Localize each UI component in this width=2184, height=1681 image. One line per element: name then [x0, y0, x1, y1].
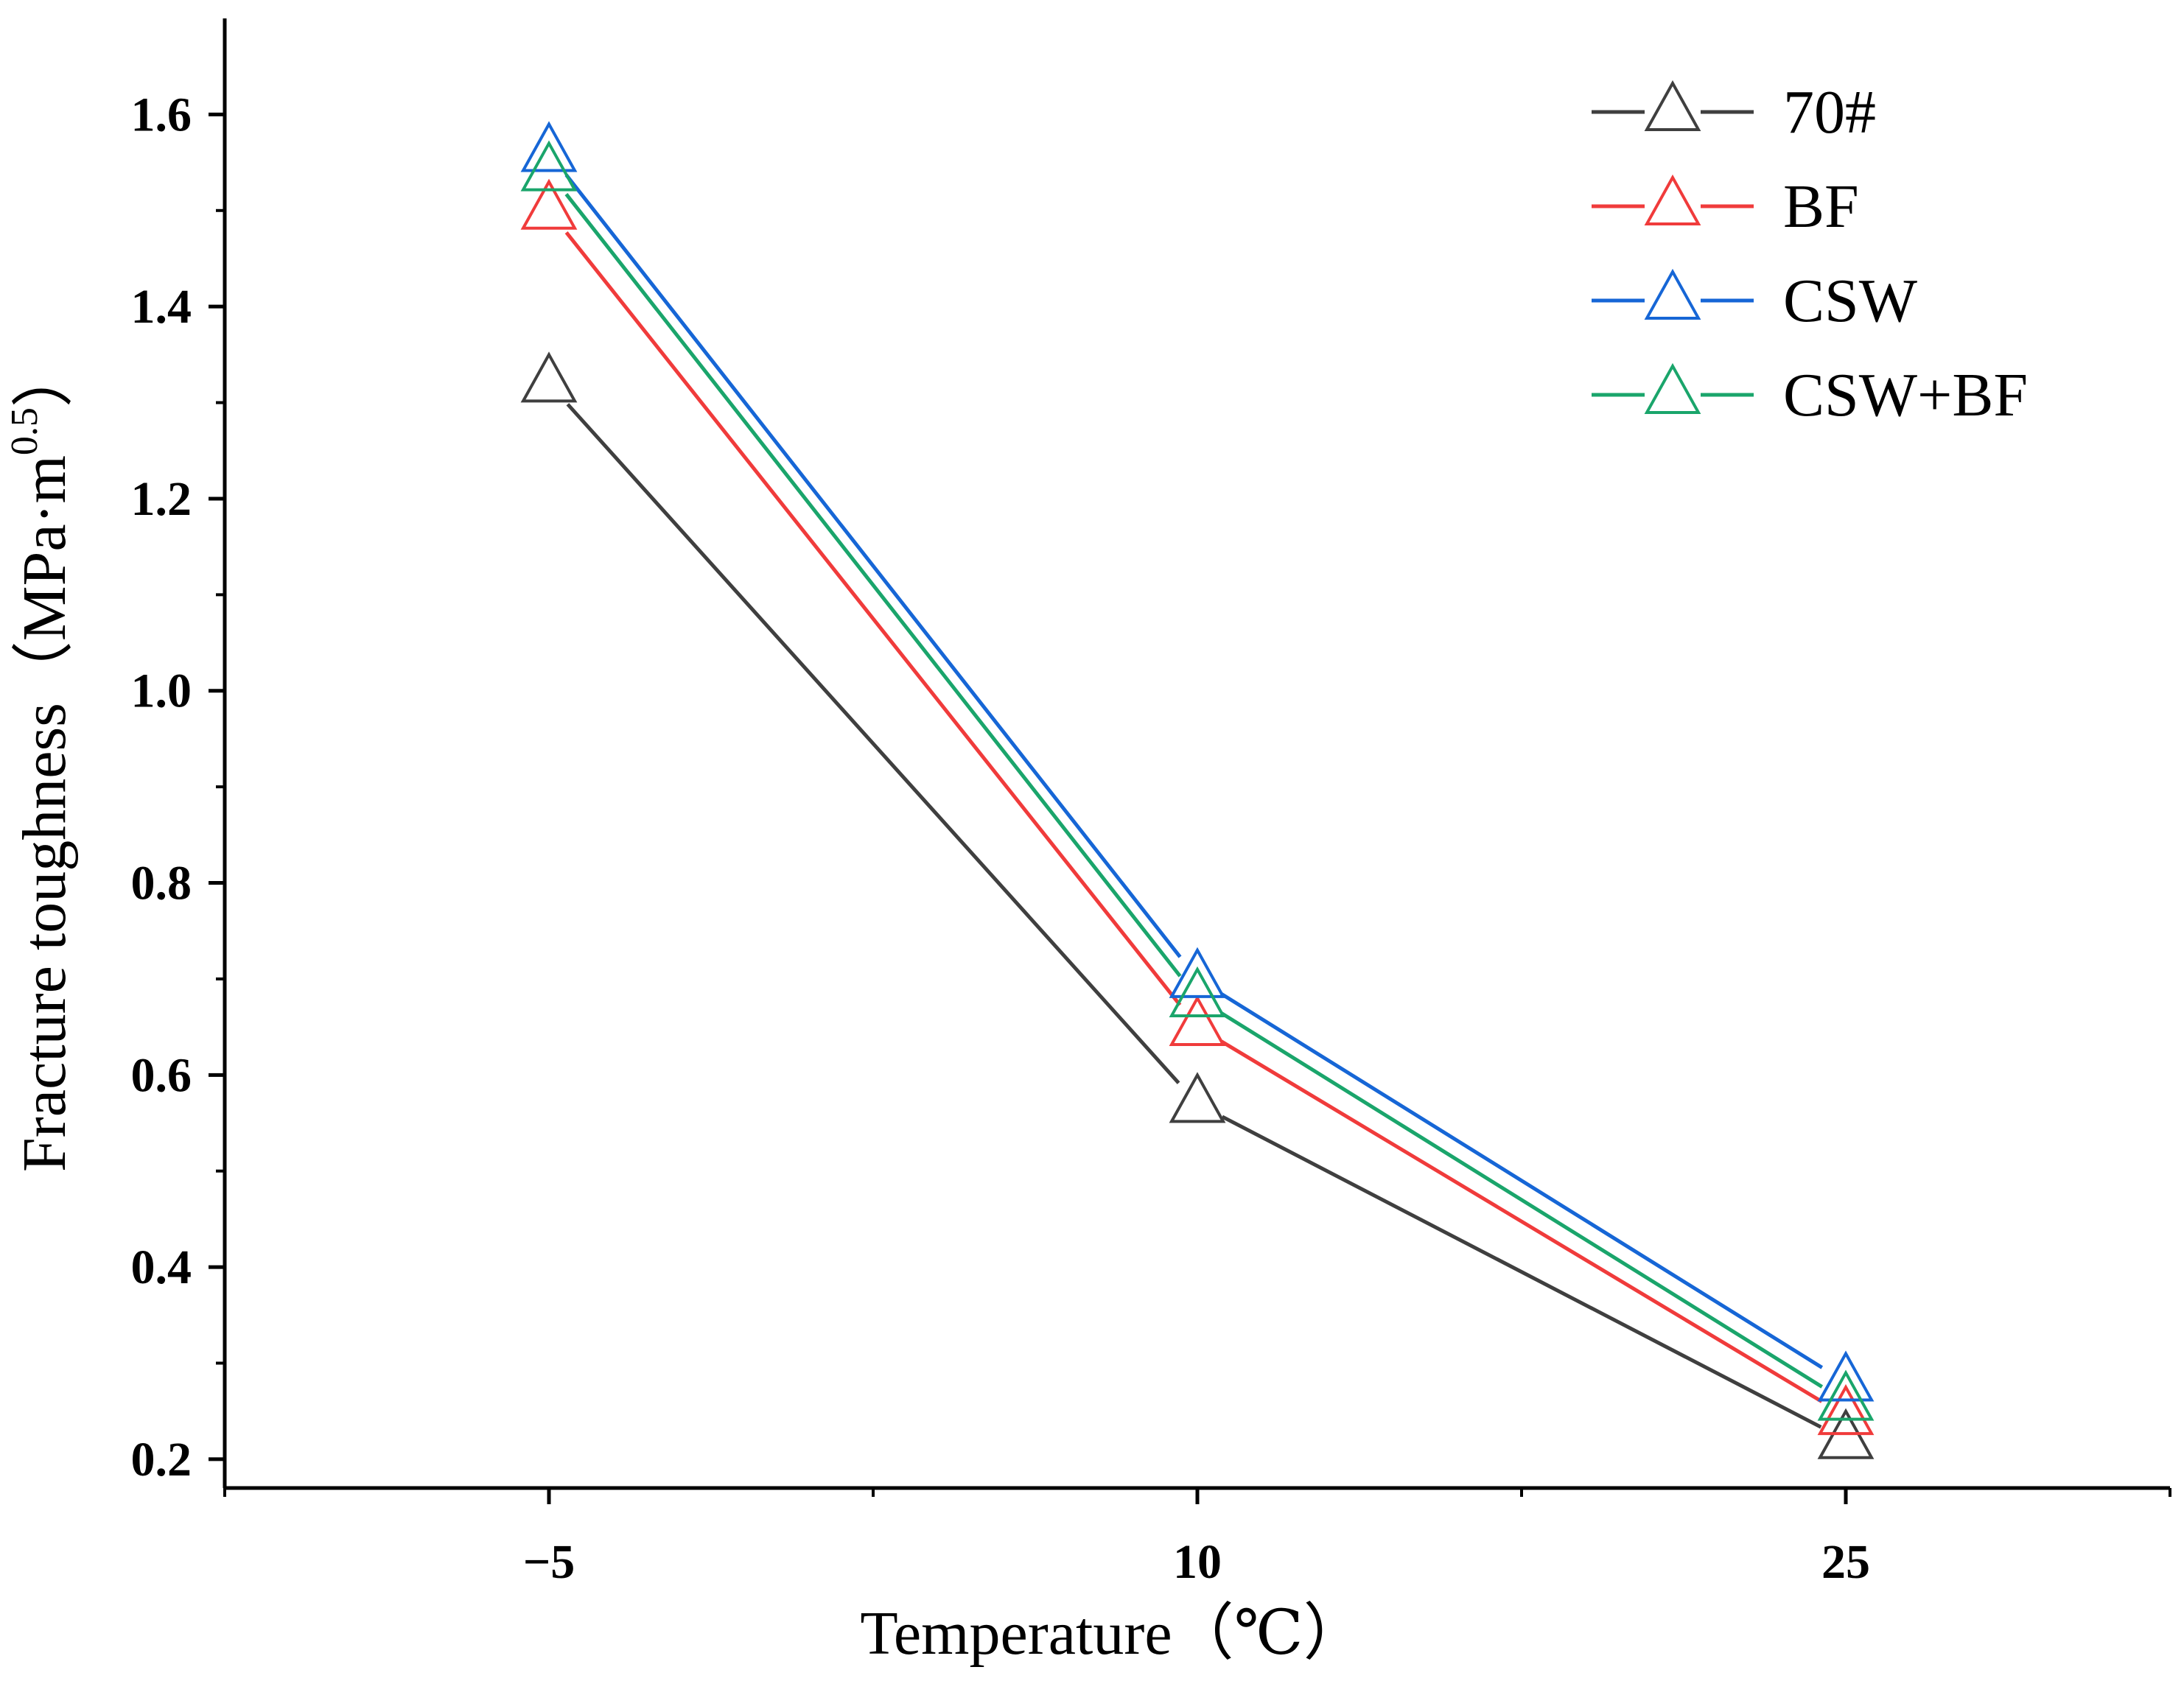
- y-axis-title-main: Fracture toughness（MPa·m: [10, 455, 79, 1172]
- x-axis-title: Temperature（℃）: [860, 1599, 1365, 1668]
- y-tick-label: 0.6: [131, 1048, 192, 1102]
- series-line-segment: [1220, 1039, 1823, 1403]
- legend-item: CSW+BF: [1592, 361, 2028, 429]
- x-tick-label: 10: [1173, 1535, 1222, 1589]
- data-point-marker: [1817, 1369, 1875, 1421]
- legend-marker-icon: [1644, 362, 1701, 414]
- y-tick-label: 1.4: [131, 280, 192, 334]
- legend-item: BF: [1592, 172, 1859, 241]
- series-BF: [520, 178, 1875, 1436]
- legend-marker-icon: [1644, 268, 1701, 320]
- series-layer: [520, 121, 1875, 1459]
- legend-label: 70#: [1783, 78, 1876, 147]
- y-tick-label: 1.2: [131, 472, 192, 526]
- data-point-marker: [520, 121, 578, 172]
- data-point-marker: [1169, 994, 1226, 1047]
- data-point-marker: [520, 351, 578, 403]
- legend-marker-icon: [1644, 174, 1701, 225]
- series-line-segment: [1219, 992, 1824, 1369]
- y-axis-title-superscript: 0.5: [4, 407, 46, 455]
- series-line-segment: [1219, 1011, 1824, 1389]
- legend-item: CSW: [1592, 267, 1918, 335]
- y-ticks: 0.2 0.4 0.6 0.8 1.0 1.2 1.4 1.6: [131, 88, 225, 1487]
- y-tick-label: 0.4: [131, 1240, 192, 1294]
- y-tick-label: 0.8: [131, 857, 192, 910]
- data-point-marker: [1169, 966, 1226, 1017]
- series-line-segment: [566, 403, 1180, 1084]
- legend-label: CSW: [1783, 267, 1918, 335]
- y-tick-label: 1.0: [131, 664, 192, 718]
- x-tick-label: −5: [523, 1535, 575, 1589]
- data-point-marker: [1817, 1384, 1875, 1436]
- data-point-marker: [1817, 1350, 1875, 1402]
- y-tick-label: 1.6: [131, 88, 192, 141]
- data-point-marker: [520, 178, 578, 230]
- data-point-marker: [1169, 947, 1226, 998]
- series-CSW+BF: [520, 140, 1875, 1421]
- data-point-marker: [1169, 1072, 1226, 1123]
- series-line-segment: [1221, 1115, 1822, 1429]
- series-line-segment: [564, 173, 1182, 958]
- legend: 70# BF CSW CSW+BF: [1592, 78, 2028, 429]
- axes: [223, 18, 2170, 1490]
- x-ticks: −5 10 25: [223, 1488, 2171, 1589]
- series-CSW: [520, 121, 1875, 1402]
- y-tick-label: 0.2: [131, 1433, 192, 1487]
- legend-label: BF: [1783, 172, 1859, 241]
- y-axis-title: Fracture toughness（MPa·m0.5）: [4, 345, 79, 1172]
- y-axis-title-close: ）: [10, 345, 79, 407]
- legend-item: 70#: [1592, 78, 1876, 147]
- series-line-segment: [564, 192, 1182, 978]
- x-tick-label: 25: [1821, 1535, 1870, 1589]
- legend-marker-icon: [1644, 80, 1701, 131]
- legend-label: CSW+BF: [1783, 361, 2028, 429]
- series-line-segment: [564, 231, 1182, 1006]
- data-point-marker: [520, 140, 578, 192]
